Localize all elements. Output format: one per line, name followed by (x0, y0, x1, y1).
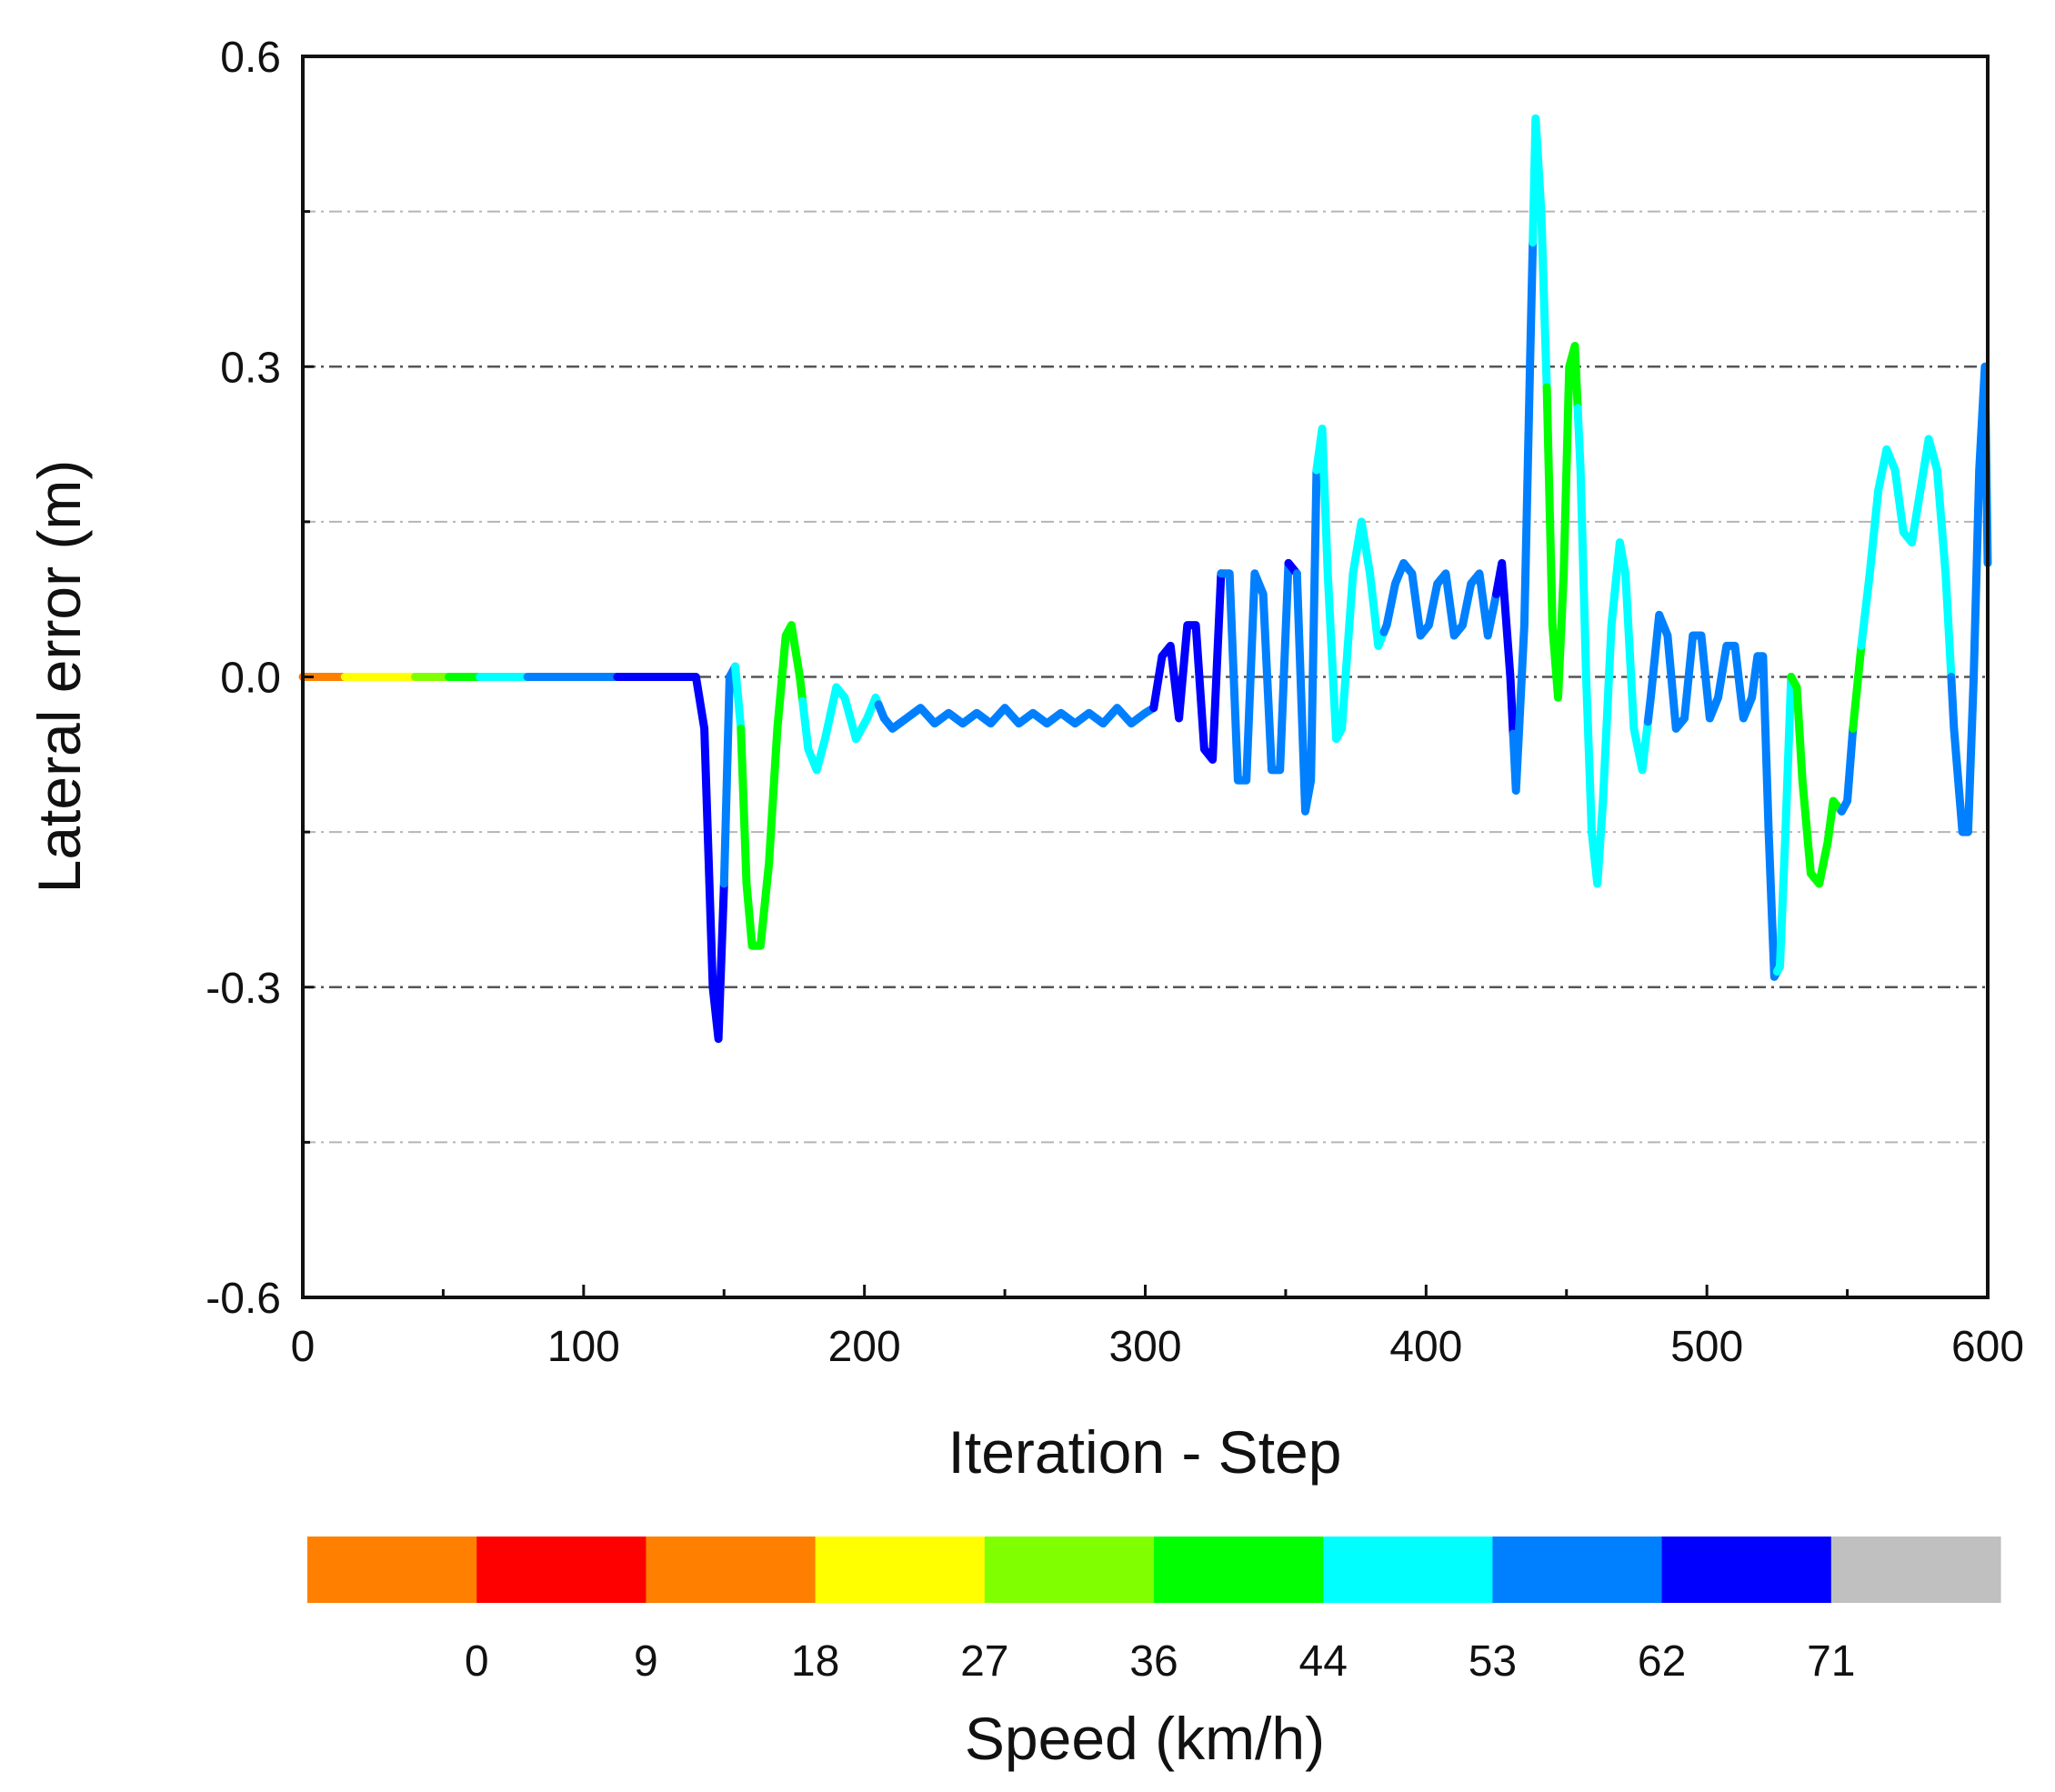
speed-colorbar: 0 9 18 27 36 44 53 62 71 (307, 1537, 2001, 1686)
x-tick-label: 500 (1670, 1323, 1743, 1371)
colorbar-tick-label: 36 (1129, 1637, 1178, 1686)
series-segment (874, 700, 1158, 733)
series-segment (1292, 466, 1321, 816)
y-tick-label: 0.6 (220, 34, 281, 82)
series-segment (1542, 342, 1582, 702)
series-segment (1857, 435, 1956, 681)
colorbar-swatch (646, 1537, 817, 1603)
colorbar-swatch (1323, 1537, 1493, 1603)
series-segment (1837, 724, 1858, 816)
series-segment (798, 683, 883, 775)
colorbar-tick-label: 44 (1299, 1637, 1348, 1686)
series-segment (1787, 673, 1846, 888)
tick-labels: -0.6 -0.3 0.0 0.3 0.6 0 100 200 300 400 500 600 (206, 34, 2024, 1371)
colorbar-swatch (815, 1537, 986, 1603)
colorbar-tick-label: 27 (960, 1637, 1008, 1686)
colorbar-tick-label: 9 (634, 1637, 658, 1686)
series-segment (737, 621, 807, 950)
colorbar-swatch (1154, 1537, 1324, 1603)
series-segment (1509, 238, 1538, 796)
y-tick-label: 0.3 (220, 344, 281, 392)
colorbar-swatch (1830, 1537, 2001, 1603)
series-segment (1573, 404, 1652, 888)
colorbar-tick-label: 0 (465, 1637, 489, 1686)
x-tick-label: 200 (828, 1323, 901, 1371)
series-segment (1379, 558, 1500, 640)
colorbar-title: Speed (km/h) (965, 1705, 1325, 1772)
colorbar-swatch (476, 1537, 647, 1603)
series-segment (1492, 558, 1518, 738)
x-axis-title: Iteration - Step (948, 1418, 1342, 1486)
colorbar-swatch (1492, 1537, 1663, 1603)
colorbar-tick-label: 71 (1807, 1637, 1855, 1686)
colorbar-swatch (307, 1537, 477, 1603)
colorbar-swatch (984, 1537, 1155, 1603)
series-segment (1772, 673, 1796, 976)
y-axis-title: Lateral error (m) (25, 460, 93, 894)
x-tick-label: 400 (1389, 1323, 1462, 1371)
series-segment (613, 673, 728, 1044)
lateral-error-series (298, 114, 1992, 1044)
series-segment (1217, 558, 1293, 785)
x-tick-label: 100 (547, 1323, 620, 1371)
colorbar-swatch (1661, 1537, 1832, 1603)
series-segment (731, 662, 746, 733)
x-tick-label: 600 (1951, 1323, 2024, 1371)
axis-ticks (301, 55, 1990, 1299)
x-tick-label: 300 (1108, 1323, 1181, 1371)
series-segment (1529, 114, 1551, 392)
y-tick-label: 0.0 (220, 655, 281, 703)
y-tick-label: -0.6 (206, 1275, 281, 1323)
x-tick-label: 0 (291, 1323, 316, 1371)
series-segment (1643, 610, 1781, 981)
series-segment (1312, 425, 1388, 744)
series-segment (1849, 641, 1866, 733)
series-segment (1947, 362, 1992, 836)
colorbar-tick-label: 53 (1469, 1637, 1517, 1686)
colorbar-tick-label: 18 (791, 1637, 839, 1686)
series-segment (1149, 569, 1226, 764)
colorbar-tick-label: 62 (1638, 1637, 1686, 1686)
y-tick-label: -0.3 (206, 965, 281, 1013)
